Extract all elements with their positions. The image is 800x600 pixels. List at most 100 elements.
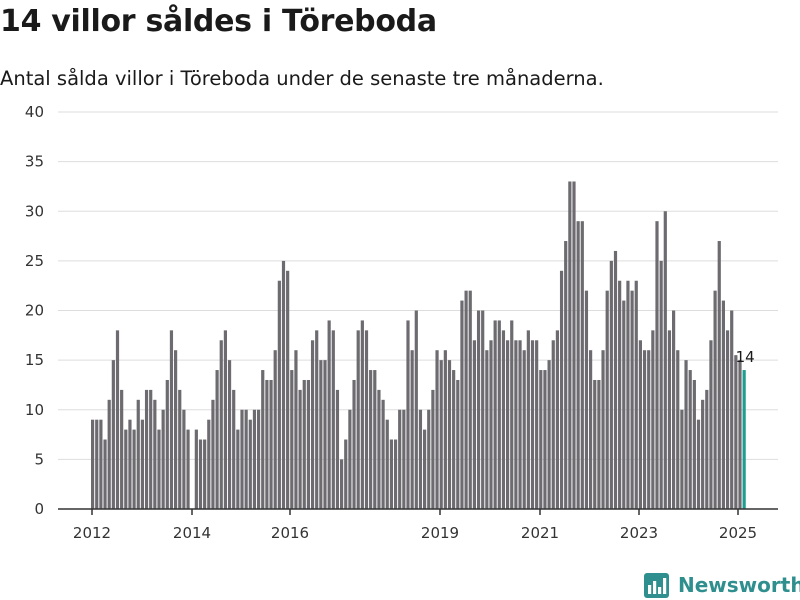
bar bbox=[215, 370, 219, 509]
bar bbox=[489, 340, 493, 509]
bar bbox=[439, 360, 443, 510]
bar bbox=[497, 320, 501, 509]
y-tick-label: 20 bbox=[25, 302, 44, 320]
bar bbox=[327, 320, 331, 509]
bar bbox=[696, 419, 701, 509]
y-axis: 0 5 10 15 20 25 30 35 40 bbox=[25, 103, 44, 518]
bar bbox=[389, 439, 393, 509]
bar bbox=[381, 399, 385, 509]
bar bbox=[136, 399, 140, 509]
bar bbox=[514, 340, 518, 509]
bar bbox=[655, 221, 659, 509]
bar bbox=[198, 439, 203, 509]
bar bbox=[510, 320, 514, 509]
bar bbox=[725, 330, 730, 509]
bar bbox=[692, 379, 696, 509]
bar bbox=[460, 300, 464, 509]
bar bbox=[418, 409, 423, 509]
bar bbox=[701, 399, 705, 509]
bar bbox=[626, 280, 630, 509]
bar bbox=[348, 409, 352, 509]
bar bbox=[518, 340, 522, 509]
bar bbox=[227, 360, 232, 510]
y-tick-label: 40 bbox=[25, 103, 44, 121]
x-tick-label: 2012 bbox=[73, 524, 111, 542]
chart-title: 14 villor såldes i Töreboda bbox=[0, 4, 437, 39]
bar bbox=[211, 399, 215, 509]
bar bbox=[344, 439, 348, 509]
bar bbox=[572, 181, 576, 509]
brand-name: Newsworthy bbox=[678, 573, 800, 597]
bar bbox=[331, 330, 335, 509]
bar bbox=[618, 280, 622, 509]
bar bbox=[223, 330, 227, 509]
bar bbox=[539, 370, 543, 509]
bar bbox=[609, 260, 613, 510]
bar bbox=[414, 310, 418, 509]
bar bbox=[601, 350, 605, 509]
bar bbox=[132, 429, 136, 509]
bar bbox=[153, 399, 157, 509]
bar bbox=[593, 379, 597, 509]
bar bbox=[373, 370, 377, 509]
bar bbox=[157, 429, 161, 509]
bar bbox=[559, 270, 564, 509]
bar bbox=[111, 360, 115, 510]
gridlines bbox=[58, 111, 778, 460]
bar bbox=[734, 355, 738, 509]
bar bbox=[551, 340, 555, 509]
bar bbox=[468, 290, 472, 509]
bar bbox=[269, 379, 273, 509]
bar bbox=[364, 330, 369, 509]
bar bbox=[506, 340, 510, 509]
bar bbox=[456, 379, 460, 509]
bar bbox=[240, 409, 244, 509]
x-tick-label: 2021 bbox=[521, 524, 559, 542]
bar bbox=[481, 310, 485, 509]
bar bbox=[178, 389, 182, 509]
bar bbox=[165, 379, 169, 509]
bar bbox=[140, 419, 144, 509]
bar bbox=[323, 360, 327, 510]
bar bbox=[597, 379, 601, 509]
bar bbox=[315, 330, 319, 509]
y-tick-label: 25 bbox=[25, 252, 44, 270]
bar bbox=[273, 350, 277, 509]
bar bbox=[298, 389, 302, 509]
x-tick-label: 2025 bbox=[719, 524, 757, 542]
y-tick-label: 5 bbox=[34, 450, 44, 468]
bar bbox=[257, 409, 261, 509]
bar bbox=[144, 389, 149, 509]
bar bbox=[647, 350, 651, 509]
bar bbox=[265, 379, 269, 509]
y-tick-label: 10 bbox=[25, 401, 44, 419]
bar bbox=[410, 350, 414, 509]
bar bbox=[613, 250, 618, 509]
bar bbox=[589, 350, 593, 509]
y-tick-label: 30 bbox=[25, 202, 44, 220]
bar bbox=[402, 409, 406, 509]
newsworthy-brand[interactable]: Newsworthy bbox=[644, 570, 800, 600]
bar bbox=[281, 260, 286, 510]
bar bbox=[406, 320, 410, 509]
bar bbox=[174, 350, 178, 509]
bar bbox=[352, 379, 356, 509]
bar bbox=[622, 300, 626, 509]
bar bbox=[576, 221, 580, 509]
bar bbox=[393, 439, 398, 509]
bar bbox=[472, 340, 476, 509]
x-tick-label: 2019 bbox=[421, 524, 459, 542]
bar bbox=[738, 360, 742, 510]
bar bbox=[360, 320, 364, 509]
chart-subtitle: Antal sålda villor i Töreboda under de s… bbox=[0, 67, 604, 90]
bar bbox=[99, 419, 103, 509]
bar bbox=[443, 350, 447, 509]
bar bbox=[182, 409, 186, 509]
bar bbox=[261, 370, 265, 509]
bar bbox=[277, 280, 281, 509]
bar bbox=[124, 429, 128, 509]
bar bbox=[161, 409, 165, 509]
bar bbox=[377, 389, 381, 509]
bar bbox=[659, 260, 663, 510]
